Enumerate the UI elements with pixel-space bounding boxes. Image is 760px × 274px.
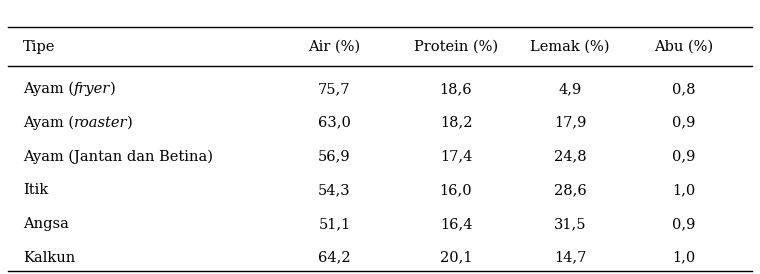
Text: 0,8: 0,8: [673, 82, 695, 96]
Text: 63,0: 63,0: [318, 116, 351, 130]
Text: 1,0: 1,0: [673, 183, 695, 197]
Text: 64,2: 64,2: [318, 250, 350, 265]
Text: Lemak (%): Lemak (%): [530, 39, 610, 54]
Text: 24,8: 24,8: [554, 149, 586, 164]
Text: Kalkun: Kalkun: [23, 250, 75, 265]
Text: Ayam (Jantan dan Betina): Ayam (Jantan dan Betina): [23, 149, 213, 164]
Text: 56,9: 56,9: [318, 149, 350, 164]
Text: 31,5: 31,5: [554, 217, 586, 231]
Text: 4,9: 4,9: [559, 82, 581, 96]
Text: Ayam (: Ayam (: [23, 82, 74, 96]
Text: roaster: roaster: [74, 116, 127, 130]
Text: Angsa: Angsa: [23, 217, 68, 231]
Text: Abu (%): Abu (%): [654, 39, 714, 54]
Text: 20,1: 20,1: [440, 250, 472, 265]
Text: ): ): [110, 82, 116, 96]
Text: 18,2: 18,2: [440, 116, 472, 130]
Text: Tipe: Tipe: [23, 39, 55, 54]
Text: 16,0: 16,0: [440, 183, 472, 197]
Text: ): ): [127, 116, 133, 130]
Text: 75,7: 75,7: [318, 82, 350, 96]
Text: 0,9: 0,9: [673, 116, 695, 130]
Text: Itik: Itik: [23, 183, 48, 197]
Text: Air (%): Air (%): [309, 39, 360, 54]
Text: 0,9: 0,9: [673, 149, 695, 164]
Text: fryer: fryer: [74, 82, 110, 96]
Text: 51,1: 51,1: [318, 217, 350, 231]
Text: 17,4: 17,4: [440, 149, 472, 164]
Text: 17,9: 17,9: [554, 116, 586, 130]
Text: 54,3: 54,3: [318, 183, 350, 197]
Text: 16,4: 16,4: [440, 217, 472, 231]
Text: 18,6: 18,6: [440, 82, 472, 96]
Text: Protein (%): Protein (%): [414, 39, 498, 54]
Text: 28,6: 28,6: [553, 183, 587, 197]
Text: 0,9: 0,9: [673, 217, 695, 231]
Text: 1,0: 1,0: [673, 250, 695, 265]
Text: 14,7: 14,7: [554, 250, 586, 265]
Text: Ayam (: Ayam (: [23, 116, 74, 130]
